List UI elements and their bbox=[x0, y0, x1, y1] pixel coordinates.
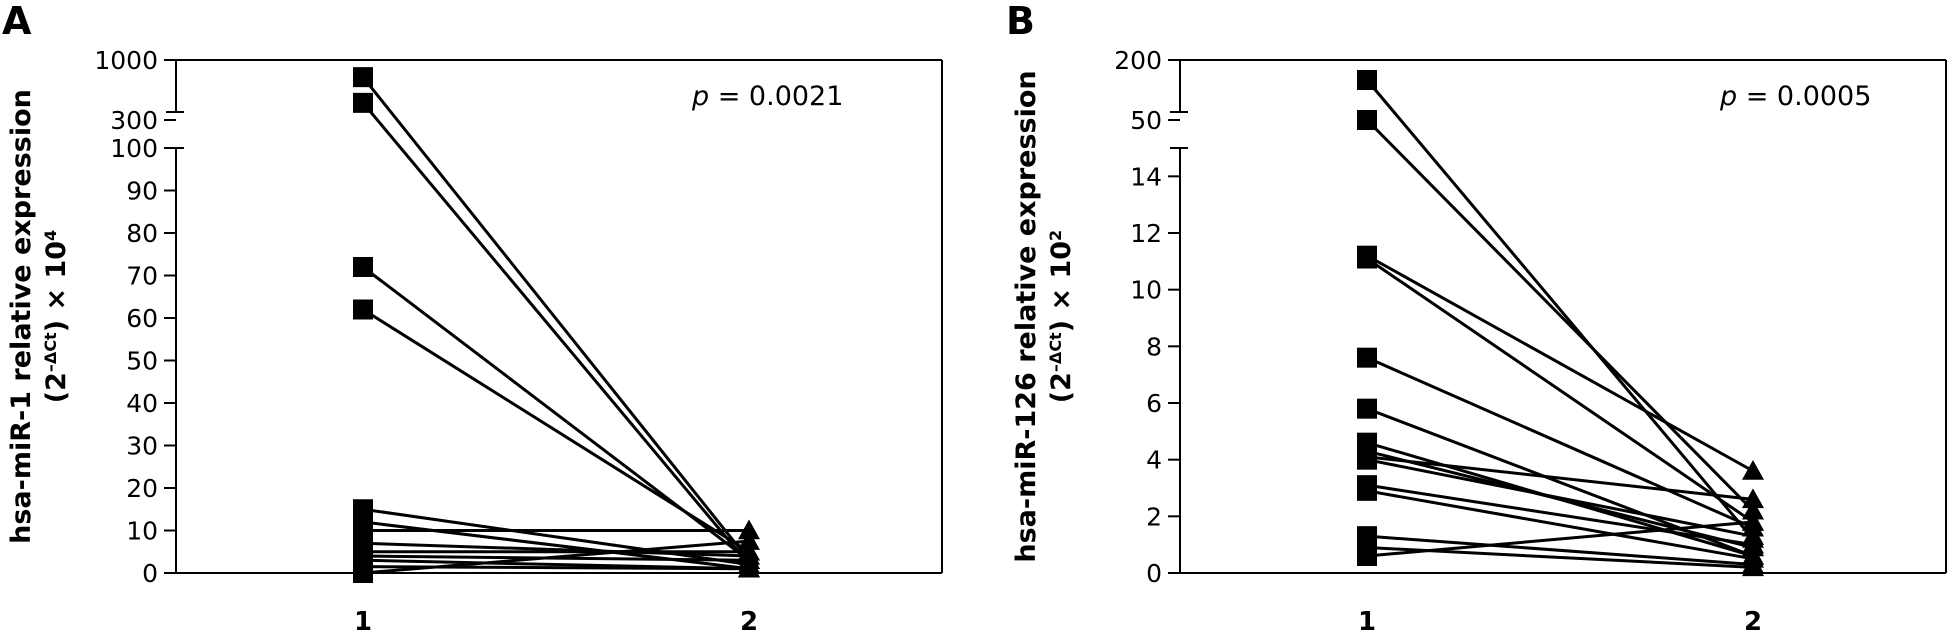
triangle-marker bbox=[1742, 511, 1764, 531]
markers bbox=[353, 67, 760, 583]
square-marker bbox=[353, 563, 373, 583]
pair-line bbox=[1366, 356, 1754, 530]
square-marker bbox=[1357, 546, 1377, 566]
x-tick-label: 1 bbox=[354, 607, 372, 633]
y-tick-label: 4 bbox=[1146, 446, 1162, 475]
square-marker bbox=[353, 257, 373, 277]
markers bbox=[1357, 70, 1764, 577]
y-tick-label: 100 bbox=[110, 134, 158, 163]
y-tick-label: 1000 bbox=[94, 46, 158, 75]
y-tick-label: 90 bbox=[126, 177, 158, 206]
y-tick-label: 40 bbox=[126, 389, 158, 418]
pair-line bbox=[362, 541, 750, 558]
triangle-marker bbox=[1742, 488, 1764, 509]
y-unit-exp: 4 bbox=[41, 230, 60, 241]
y-unit-exp: 2 bbox=[1046, 230, 1065, 241]
square-marker bbox=[353, 299, 373, 320]
x-tick-label: 2 bbox=[740, 607, 758, 633]
p-value-number: = 0.0005 bbox=[1737, 81, 1871, 112]
pair-line bbox=[1366, 455, 1754, 501]
paired-lines bbox=[361, 76, 751, 575]
square-marker bbox=[353, 67, 373, 88]
square-marker bbox=[1357, 347, 1377, 368]
y-tick-label: 60 bbox=[126, 304, 158, 333]
pair-line bbox=[1365, 79, 1755, 540]
p-value-symbol: p bbox=[1719, 81, 1737, 112]
pair-line bbox=[362, 539, 750, 575]
y-tick-label: 70 bbox=[126, 262, 158, 291]
y-axis-label-units: (2–ΔCt) × 102 bbox=[1046, 230, 1078, 403]
p-value: p = 0.0005 bbox=[1719, 81, 1871, 112]
y-tick-label: 50 bbox=[126, 347, 158, 376]
triangle-marker bbox=[1742, 533, 1764, 554]
p-value-symbol: p bbox=[691, 81, 709, 112]
y-tick-label: 300 bbox=[110, 106, 158, 135]
y-unit-mid: ) × 10 bbox=[1046, 241, 1077, 332]
pair-line bbox=[361, 101, 751, 566]
pair-line bbox=[1366, 489, 1754, 561]
y-axis-label: hsa-miR-126 relative expression bbox=[1011, 70, 1042, 562]
y-tick-label: 0 bbox=[142, 559, 158, 588]
pair-line bbox=[1366, 520, 1754, 558]
y-unit-sup: –ΔCt bbox=[41, 332, 60, 372]
y-unit-sup: –ΔCt bbox=[1046, 332, 1065, 372]
square-marker bbox=[353, 92, 373, 113]
pair-line bbox=[1366, 534, 1754, 566]
y-tick-label: 200 bbox=[1114, 46, 1162, 75]
paired-lines bbox=[1365, 79, 1755, 569]
y-axis-label-units: (2–ΔCt) × 104 bbox=[41, 230, 73, 403]
square-marker bbox=[1357, 70, 1377, 90]
pair-line bbox=[1365, 118, 1755, 512]
y-tick-label: 0 bbox=[1146, 559, 1162, 588]
y-tick-label: 2 bbox=[1146, 502, 1162, 531]
pair-line bbox=[1366, 254, 1754, 473]
triangle-marker bbox=[738, 530, 760, 550]
triangle-marker bbox=[1742, 460, 1764, 480]
x-tick-label: 1 bbox=[1358, 607, 1376, 633]
square-marker bbox=[1357, 110, 1377, 130]
p-value: p = 0.0021 bbox=[691, 81, 843, 112]
triangle-marker bbox=[1742, 499, 1764, 520]
y-tick-label: 14 bbox=[1130, 162, 1162, 191]
pair-line bbox=[362, 308, 750, 554]
y-unit-mid: ) × 10 bbox=[41, 241, 72, 332]
square-marker bbox=[1357, 480, 1377, 501]
panel-letter: A bbox=[2, 0, 32, 43]
y-tick-label: 10 bbox=[1130, 276, 1162, 305]
triangle-marker bbox=[738, 519, 760, 540]
y-tick-label: 30 bbox=[126, 432, 158, 461]
square-marker bbox=[1357, 449, 1377, 470]
y-tick-label: 50 bbox=[1130, 106, 1162, 135]
pair-line bbox=[1366, 483, 1754, 547]
pair-line bbox=[1366, 458, 1754, 538]
y-unit-base: (2 bbox=[1046, 372, 1077, 403]
p-value-number: = 0.0021 bbox=[709, 81, 843, 112]
square-marker bbox=[1357, 398, 1377, 419]
y-unit-base: (2 bbox=[41, 372, 72, 403]
square-marker bbox=[1357, 248, 1377, 269]
y-tick-label: 80 bbox=[126, 219, 158, 248]
panel-letter: B bbox=[1006, 0, 1035, 43]
triangle-marker bbox=[738, 557, 760, 578]
triangle-marker bbox=[1742, 556, 1764, 577]
y-axis-label: hsa-miR-1 relative expression bbox=[6, 89, 37, 544]
y-tick-label: 8 bbox=[1146, 332, 1162, 361]
pair-line bbox=[361, 76, 751, 562]
pair-line bbox=[1366, 257, 1754, 524]
x-tick-label: 2 bbox=[1744, 607, 1762, 633]
y-tick-label: 12 bbox=[1130, 219, 1162, 248]
y-tick-label: 6 bbox=[1146, 389, 1162, 418]
y-tick-label: 10 bbox=[126, 517, 158, 546]
y-tick-label: 20 bbox=[126, 474, 158, 503]
